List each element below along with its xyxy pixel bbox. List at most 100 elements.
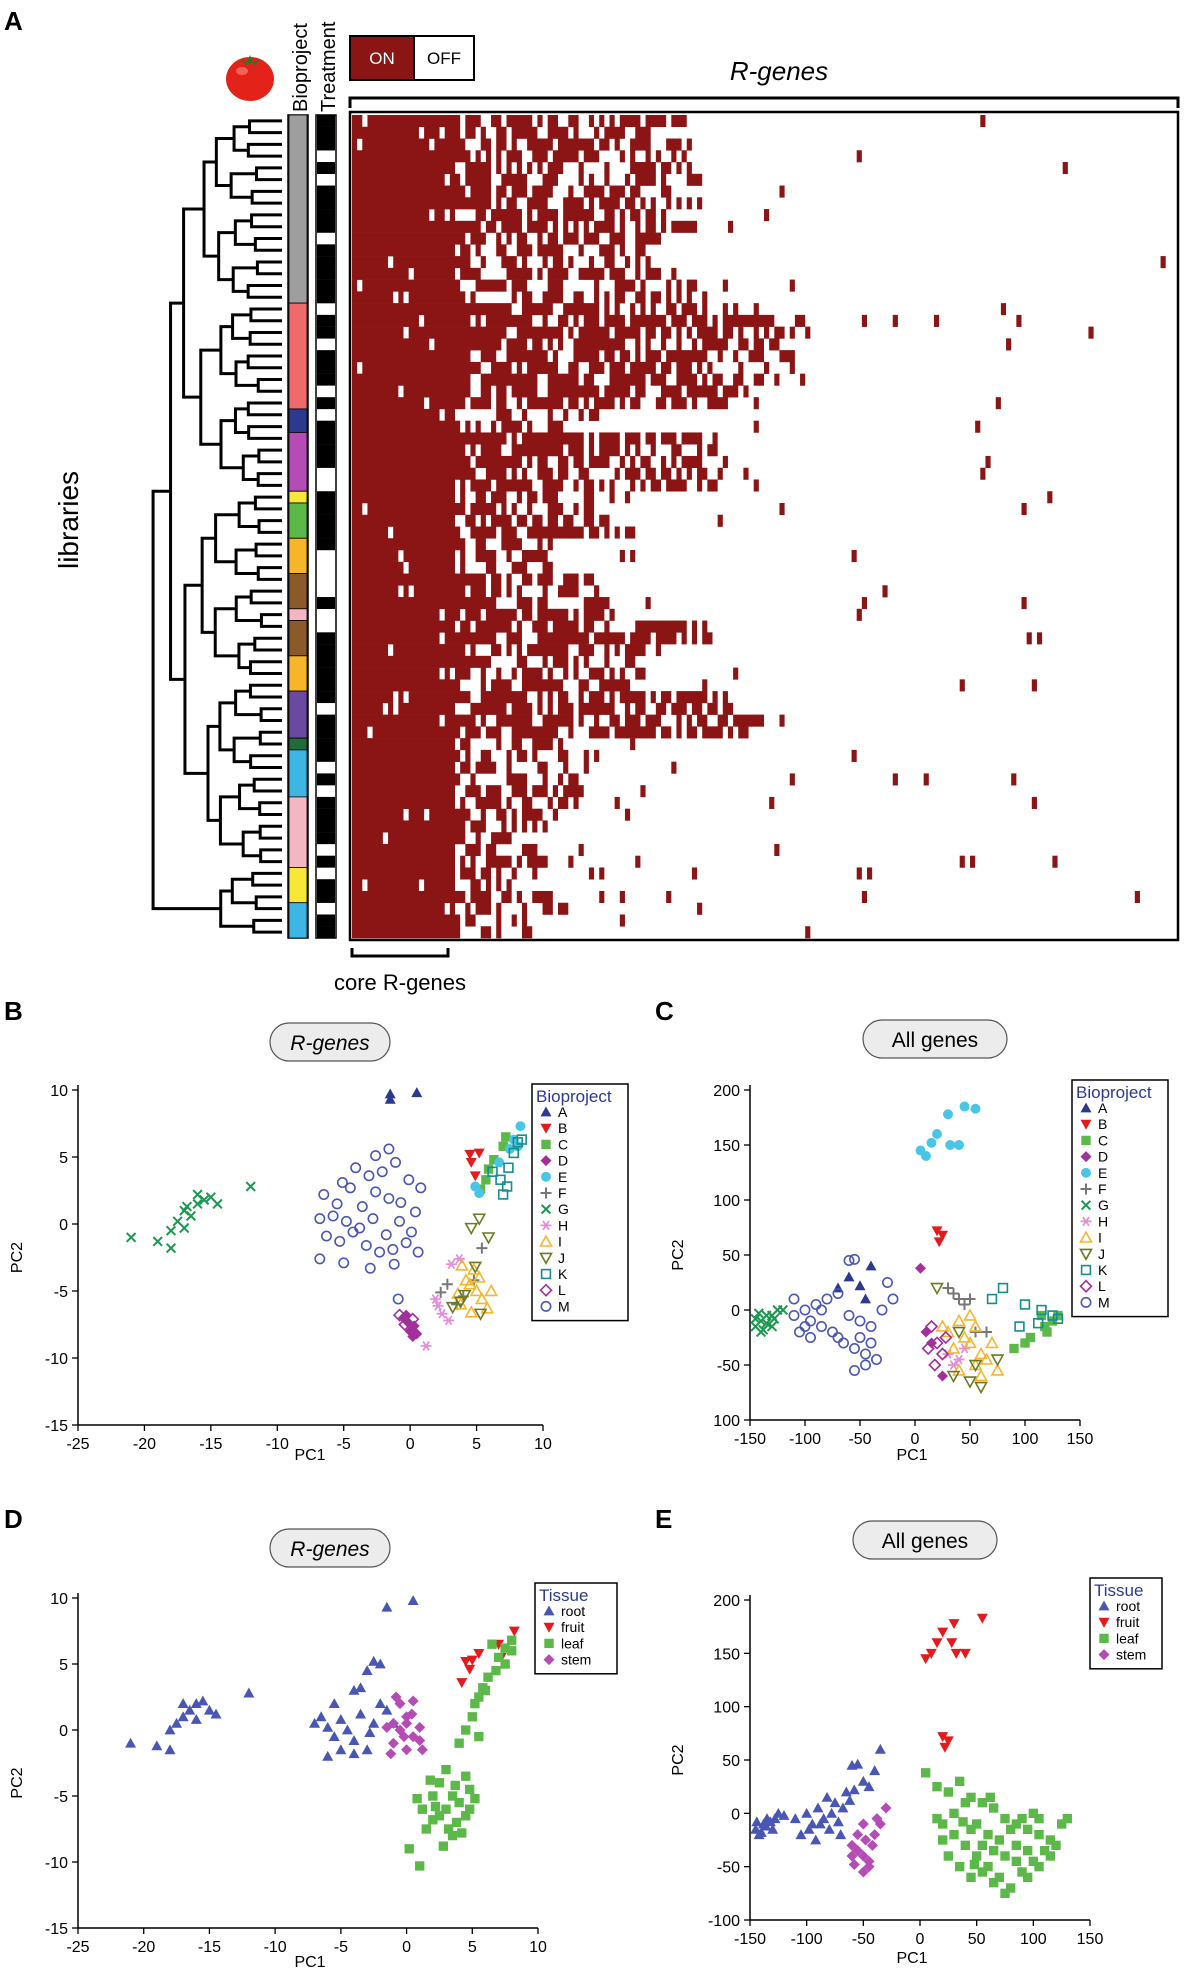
scatter-point xyxy=(857,1775,869,1786)
heatmap-cell xyxy=(583,502,595,516)
y-tick-label: -10 xyxy=(45,1855,68,1872)
heatmap-cell xyxy=(779,350,795,363)
legend-marker xyxy=(540,1187,552,1199)
heatmap-cell xyxy=(697,902,703,915)
heatmap-cell xyxy=(624,256,631,269)
dendrogram-branch xyxy=(182,207,205,399)
heatmap-cell xyxy=(609,361,625,374)
heatmap-cell xyxy=(691,338,698,351)
heatmap-cell xyxy=(542,773,548,786)
heatmap-cell xyxy=(352,173,445,186)
heatmap-cell xyxy=(676,714,682,727)
heatmap-cell xyxy=(352,879,363,892)
heatmap-cell xyxy=(455,667,471,680)
heatmap-cell xyxy=(398,291,404,304)
legend-label: G xyxy=(558,1201,569,1217)
heatmap-cell xyxy=(676,338,682,351)
heatmap-cell xyxy=(671,761,677,774)
scatter-point xyxy=(943,1787,954,1797)
treatment-strip-cell xyxy=(317,185,335,198)
legend-title: Bioproject xyxy=(1076,1083,1152,1102)
heatmap-cell xyxy=(511,738,522,751)
heatmap-cell xyxy=(722,385,739,398)
heatmap-cell xyxy=(594,291,600,304)
dendrogram-branch xyxy=(199,348,222,446)
heatmap-cell xyxy=(558,467,569,480)
heatmap-cell xyxy=(599,890,605,904)
heatmap-cell xyxy=(583,397,589,410)
scatter-point xyxy=(789,1813,801,1824)
legend-label: L xyxy=(1098,1278,1106,1294)
scatter-point xyxy=(473,1308,488,1321)
heatmap-cell xyxy=(537,209,558,222)
heatmap-cell xyxy=(635,256,641,269)
scatter-point xyxy=(997,1282,1009,1294)
bioproject-strip-segment xyxy=(288,749,308,798)
core-rgenes-bracket xyxy=(350,948,450,958)
heatmap-cell xyxy=(558,902,569,915)
heatmap-cell xyxy=(475,620,512,633)
heatmap-cell xyxy=(460,738,471,751)
heatmap-cell xyxy=(686,173,703,186)
heatmap-cell xyxy=(640,197,646,210)
treatment-strip-cell xyxy=(317,691,335,704)
scatter-point xyxy=(461,1811,471,1821)
dendrogram-branch xyxy=(257,448,282,464)
heatmap-cell xyxy=(532,185,553,198)
heatmap-cell xyxy=(604,256,615,269)
heatmap-cell xyxy=(558,796,569,809)
heatmap-cell xyxy=(521,808,543,821)
scatter-point xyxy=(398,1731,410,1743)
scatter-point xyxy=(381,1704,393,1715)
scatter-point xyxy=(415,1182,427,1194)
legend-marker xyxy=(543,1622,555,1633)
heatmap-cell xyxy=(552,256,564,269)
heatmap-cell xyxy=(630,162,656,175)
panel-label-e: E xyxy=(655,1504,672,1534)
heatmap-cell xyxy=(527,526,584,539)
scatter-point xyxy=(826,1807,838,1818)
x-tick-label: 5 xyxy=(468,1939,477,1956)
dendrogram-branch xyxy=(241,830,261,858)
treatment-strip-cell xyxy=(317,855,335,868)
scatter-point xyxy=(383,1193,395,1205)
heatmap-cell xyxy=(650,197,656,210)
heatmap-cell xyxy=(583,749,589,762)
heatmap-cell xyxy=(743,467,749,480)
heatmap-cell xyxy=(496,150,502,163)
heatmap-cell xyxy=(388,832,466,845)
heatmap-cell xyxy=(753,397,759,410)
heatmap-cell xyxy=(697,467,708,480)
heatmap-cell xyxy=(547,232,558,245)
scatter-point xyxy=(1022,1845,1033,1856)
heatmap-cell xyxy=(594,632,625,645)
scatter-point xyxy=(199,1194,210,1205)
heatmap-cell xyxy=(604,655,610,668)
heatmap-cell xyxy=(444,126,461,139)
heatmap-cell xyxy=(624,526,636,539)
x-tick-label: -15 xyxy=(198,1939,221,1956)
x-tick-label: -5 xyxy=(334,1939,348,1956)
heatmap-cell xyxy=(1011,773,1017,786)
scatter-point xyxy=(971,1819,982,1829)
heatmap-cell xyxy=(619,667,625,680)
heatmap-cell xyxy=(563,197,584,210)
legend-marker xyxy=(1079,1279,1093,1293)
heatmap-cell xyxy=(661,173,667,186)
panel-label-b: B xyxy=(4,996,23,1026)
scatter-point xyxy=(869,1829,881,1841)
legend-marker xyxy=(539,1252,553,1265)
heatmap-cell xyxy=(516,326,564,339)
scatter-point xyxy=(958,1817,968,1827)
heatmap-cell xyxy=(527,209,533,222)
dendrogram-branch xyxy=(234,689,262,717)
heatmap-cell xyxy=(697,444,703,457)
heatmap-cell xyxy=(470,820,486,833)
heatmap-cell xyxy=(1160,256,1166,269)
heatmap-cell xyxy=(707,702,718,715)
heatmap-cell xyxy=(506,761,512,774)
heatmap-cell xyxy=(465,914,476,927)
heatmap-cell xyxy=(861,890,867,904)
scatter-point xyxy=(125,1737,137,1748)
scatter-point xyxy=(464,1664,476,1675)
